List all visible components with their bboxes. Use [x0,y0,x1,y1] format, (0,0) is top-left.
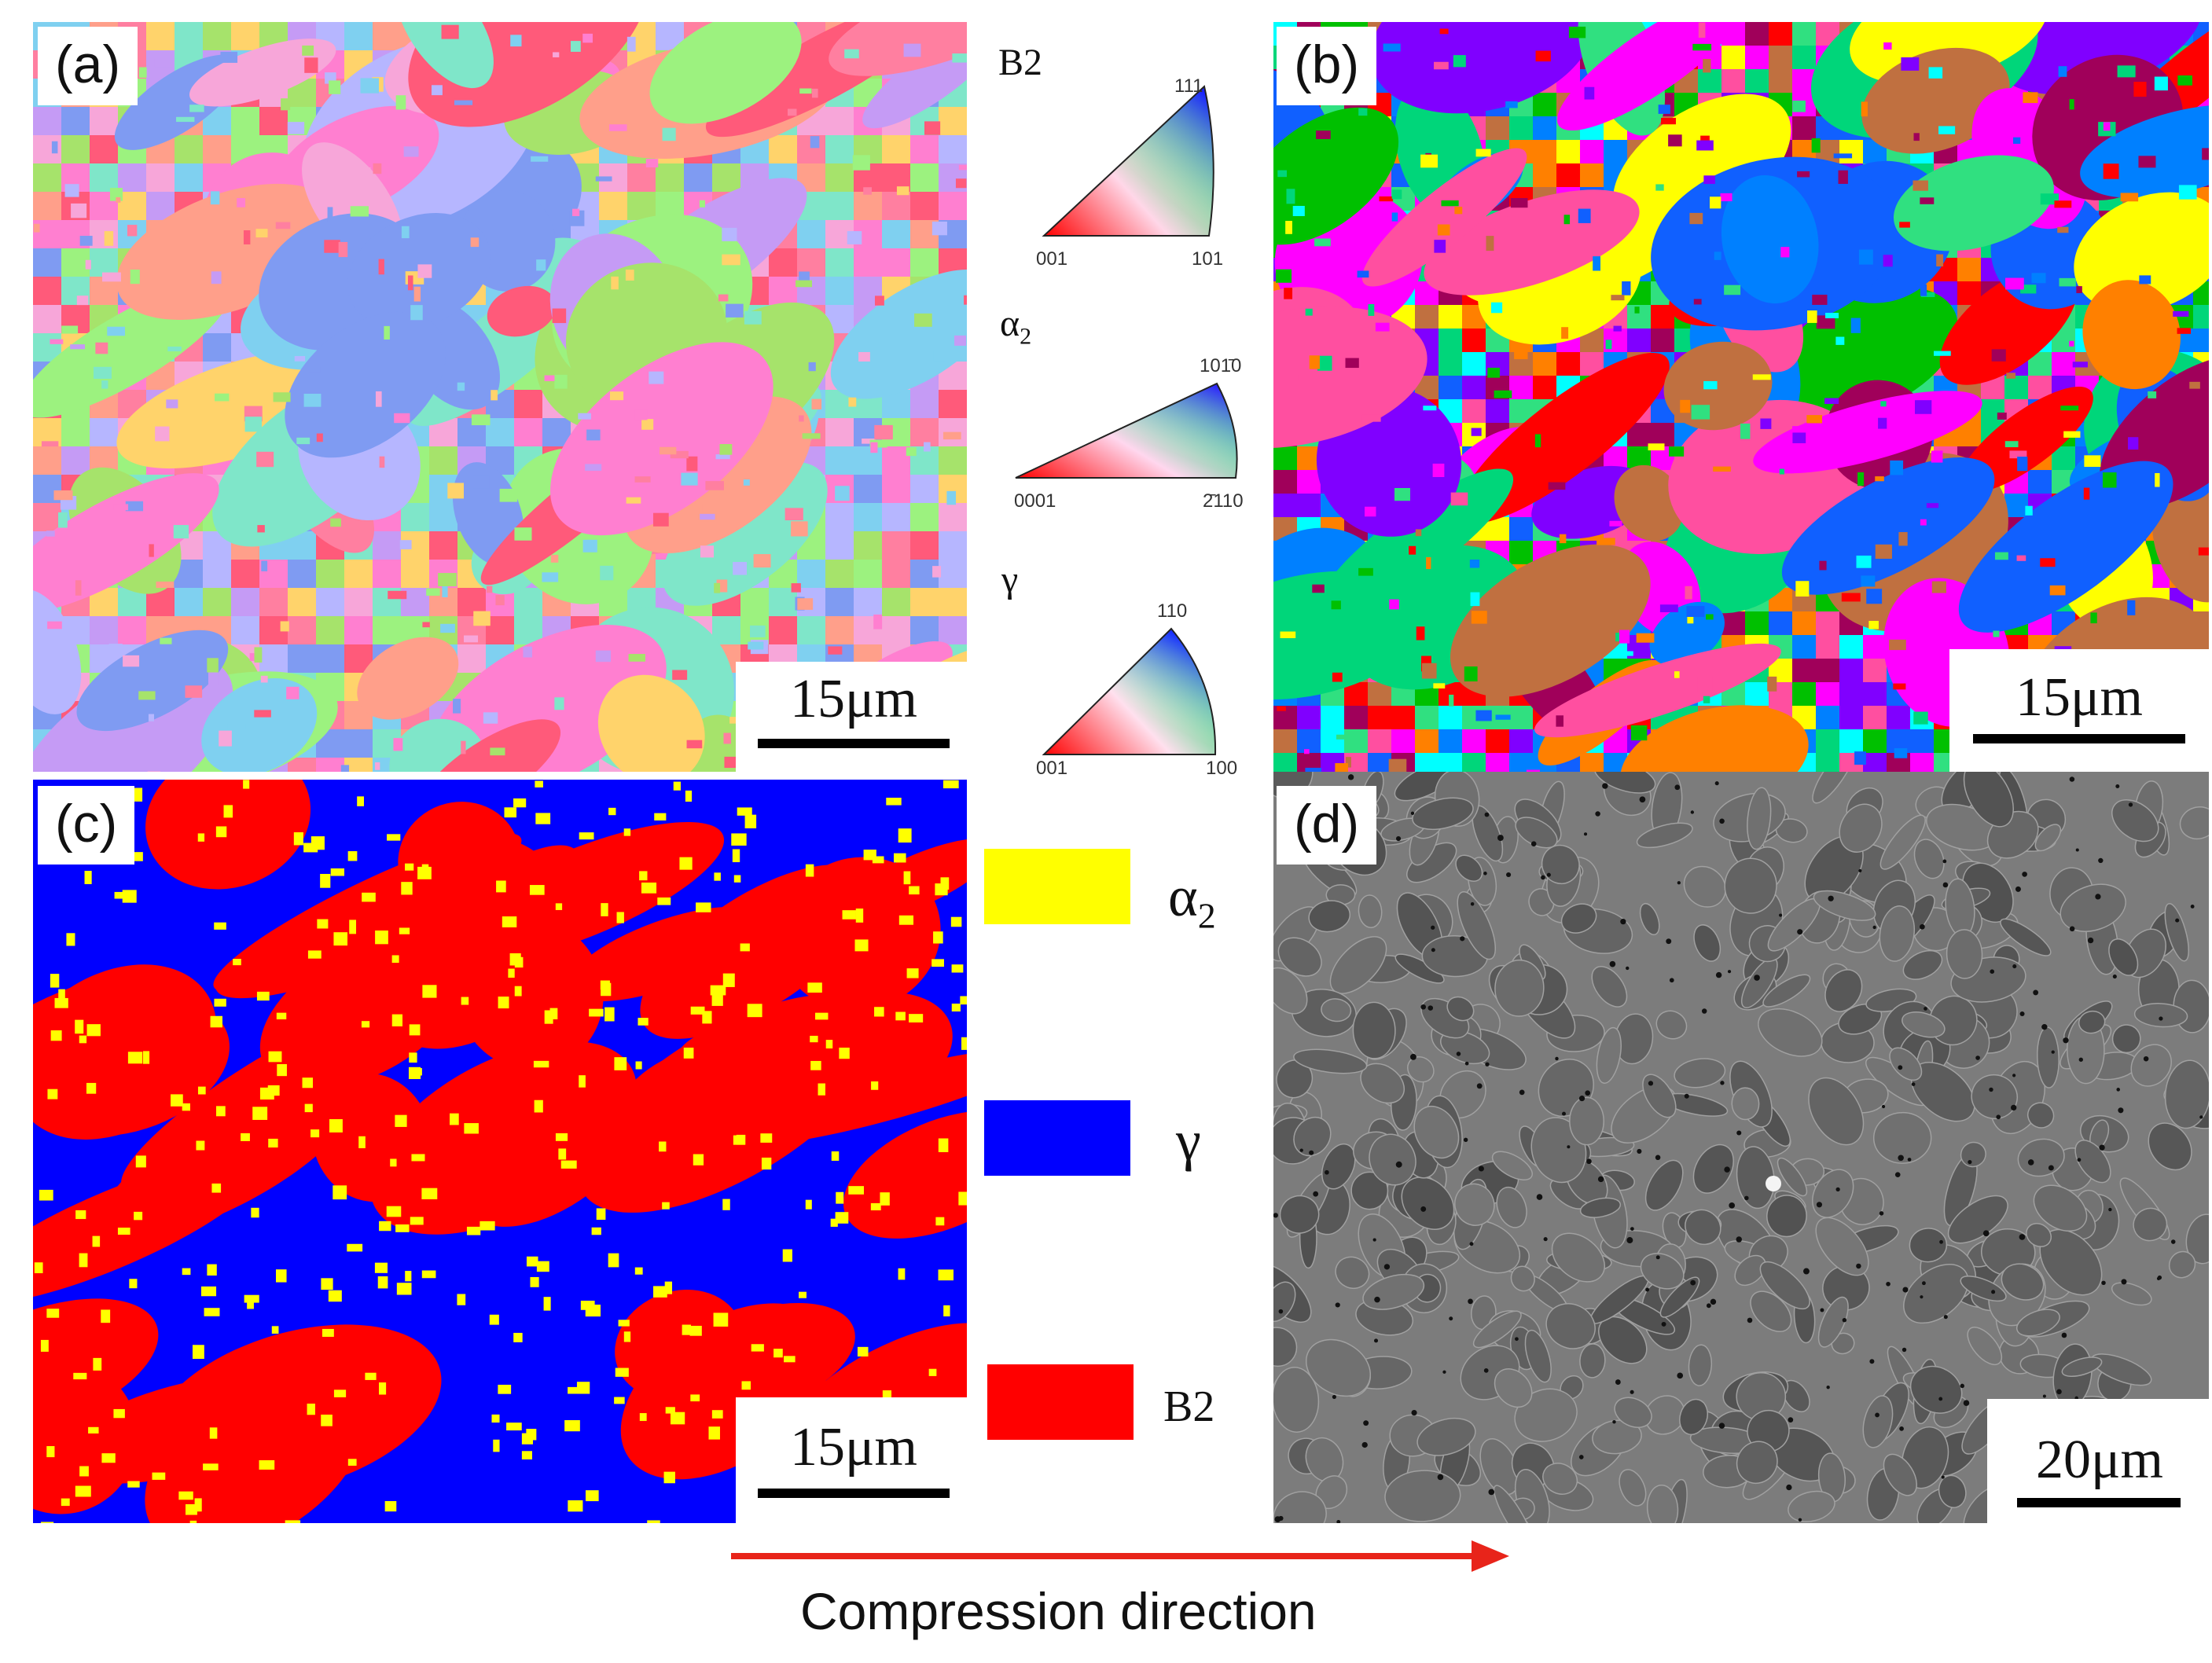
ipf-alpha2-corner-top: 101̄0 [1200,355,1242,376]
ipf-key-alpha2-sub: 2 [1020,323,1032,350]
panel-b-scale-text: 15μm [2015,667,2143,728]
panel-c-scale-box: 15μm [736,1397,972,1523]
ipf-alpha2-corner-right: 2̄110 [1203,490,1244,512]
ipf-triangle-b2 [1042,85,1214,237]
ipf-gamma-corner-left: 001 [1036,758,1068,779]
panel-b-scale-bar [1973,734,2185,743]
ipf-key-b2-title: B2 [998,42,1043,83]
grain-group [1273,22,2209,772]
legend-label-gamma: γ [1176,1109,1201,1172]
ipf-gamma-corner-top: 110 [1157,600,1188,622]
panel-c-scale-bar [758,1489,950,1498]
ipf-triangle-alpha2 [1015,382,1238,479]
compression-direction-label: Compression direction [800,1582,1317,1640]
panel-b-grain-map [1273,22,2209,772]
panel-a-scale-box: 15μm [736,662,972,772]
ipf-key-gamma-title: γ [1001,559,1019,600]
ipf-map-a [33,22,967,772]
panel-a-scale-text: 15μm [790,669,917,729]
panel-d-scale-text: 20μm [2036,1430,2163,1490]
panel-a-scale-bar [758,739,950,748]
ipf-key-alpha2-title: α2 [1000,302,1031,351]
ipf-gamma-corner-right: 100 [1206,758,1238,779]
legend-alpha2-sub: 2 [1197,895,1216,936]
legend-swatch-alpha2 [984,849,1130,924]
panel-d-scale-box: 20μm [1987,1399,2212,1523]
legend-label-alpha2: α2 [1168,865,1216,936]
ipf-b2-corner-top: 111 [1174,75,1203,97]
panel-a-ebsd-ipf-map [33,22,967,772]
ipf-alpha2-corner-left: 0001 [1014,490,1056,512]
panel-b-scale-box: 15μm [1949,649,2209,772]
panel-a-label: (a) [38,27,138,105]
grain-map-b [1273,22,2209,772]
panel-d-label: (d) [1277,786,1377,865]
legend-swatch-gamma [984,1100,1130,1176]
ipf-b2-corner-right: 101 [1192,248,1224,270]
ipf-key-alpha2-name: α [1000,303,1020,344]
legend-alpha2-name: α [1168,865,1198,928]
legend-swatch-b2 [987,1364,1134,1440]
compression-arrow [731,1540,1509,1572]
panel-c-scale-text: 15μm [790,1417,917,1478]
panel-c-label: (c) [38,786,135,865]
ipf-triangle-gamma [1042,627,1217,755]
ipf-b2-corner-left: 001 [1036,248,1068,270]
panel-b-label: (b) [1277,27,1377,105]
panel-d-scale-bar [2017,1498,2181,1507]
arrow-head [1472,1540,1509,1572]
grain-group [33,22,967,772]
legend-label-b2: B2 [1163,1382,1215,1431]
